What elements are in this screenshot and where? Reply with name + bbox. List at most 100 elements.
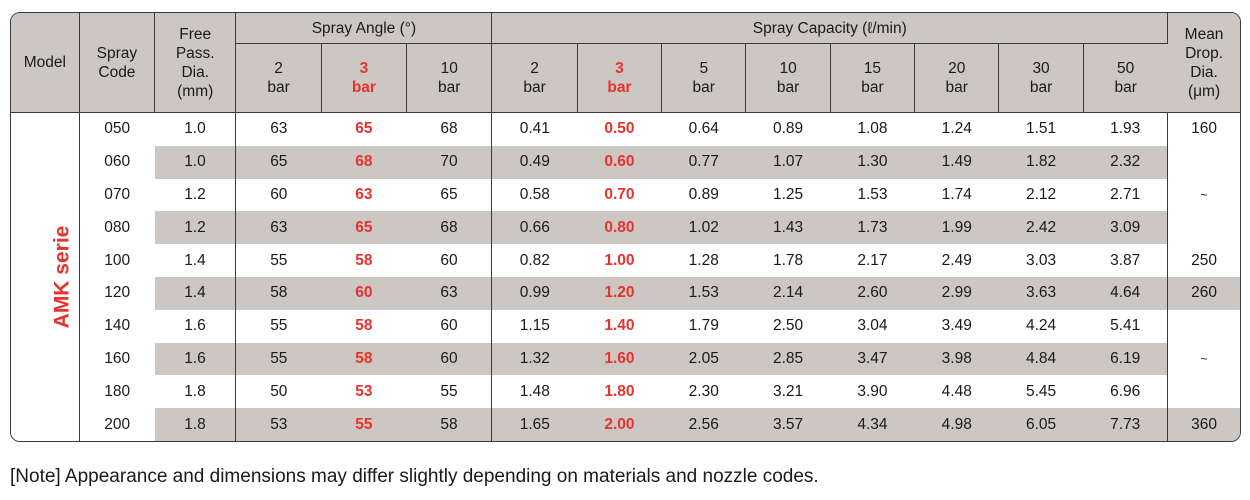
free-pass-cell: 1.4 [154, 244, 236, 277]
capacity-cell: 4.48 [914, 375, 999, 409]
table-header: Model Spray Code Free Pass. Dia. (mm) Sp… [11, 13, 1240, 113]
capacity-cell: 1.02 [661, 211, 746, 245]
free-pass-cell: 1.4 [154, 277, 236, 310]
spray-code-cell: 180 [79, 375, 155, 409]
free-pass-cell: 1.6 [154, 309, 236, 343]
capacity-cell: 3.90 [830, 375, 915, 409]
capacity-cell: 2.56 [661, 408, 746, 441]
capacity-cell: 7.73 [1083, 408, 1168, 441]
angle-cell: 63 [321, 178, 407, 212]
capacity-cell: 0.49 [491, 145, 578, 179]
capacity-cell: 2.12 [998, 178, 1084, 212]
spray-code-cell: 120 [79, 277, 155, 310]
angle-cell: 63 [235, 211, 322, 245]
spray-code-cell: 160 [79, 342, 155, 376]
capacity-cell: 3.87 [1083, 244, 1168, 277]
angle-cell: 65 [406, 178, 492, 212]
capacity-cell: 3.47 [830, 342, 915, 376]
series-label: AMK serie [50, 225, 74, 329]
header-capacity-pressure: 10 bar [745, 43, 831, 113]
spray-code-cell: 070 [79, 178, 155, 212]
angle-cell: 55 [406, 375, 492, 409]
capacity-cell: 0.64 [661, 112, 746, 146]
capacity-cell: 0.58 [491, 178, 578, 212]
table-row: 180 1.8 50 53 55 1.48 1.80 2.30 3.21 3.90 4.48 5.45… [11, 375, 1240, 409]
free-pass-cell: 1.6 [154, 342, 236, 376]
mean-drop-cell: 160 [1167, 112, 1240, 146]
angle-cell: 68 [321, 145, 407, 179]
capacity-cell: 3.09 [1083, 211, 1168, 245]
capacity-cell: 2.42 [998, 211, 1084, 245]
angle-cell: 65 [321, 211, 407, 245]
mean-drop-cell: ~ [1167, 309, 1240, 409]
footnote: [Note] Appearance and dimensions may dif… [10, 466, 819, 487]
angle-cell: 55 [235, 244, 322, 277]
header-capacity-pressure: 50 bar [1083, 43, 1168, 113]
capacity-cell: 4.84 [998, 342, 1084, 376]
table-row: 200 1.8 53 55 58 1.65 2.00 2.56 3.57 4.34 4.98 6.05… [11, 408, 1240, 441]
table-row: 100 1.4 55 58 60 0.82 1.00 1.28 1.78 2.17 2.49 3.03… [11, 244, 1240, 277]
header-angle-pressure: 3 bar [321, 43, 408, 113]
free-pass-cell: 1.2 [154, 211, 236, 245]
header-spray-code: Spray Code [79, 13, 156, 113]
capacity-cell: 2.00 [577, 408, 662, 441]
header-angle-pressure: 2 bar [235, 43, 322, 113]
capacity-cell: 3.98 [914, 342, 999, 376]
capacity-cell: 2.71 [1083, 178, 1168, 212]
capacity-cell: 1.25 [745, 178, 831, 212]
capacity-cell: 0.80 [577, 211, 662, 245]
capacity-cell: 3.63 [998, 277, 1084, 310]
capacity-cell: 4.64 [1083, 277, 1168, 310]
table-body: AMK serie 050 1.0 63 65 68 0.41 0.50 0.64 0.89 1.0… [11, 112, 1240, 441]
capacity-cell: 5.45 [998, 375, 1084, 409]
angle-cell: 60 [406, 342, 492, 376]
capacity-cell: 4.34 [830, 408, 915, 441]
capacity-cell: 5.41 [1083, 309, 1168, 343]
free-pass-cell: 1.8 [154, 408, 236, 441]
header-capacity-pressure: 2 bar [491, 43, 578, 113]
table-row: 120 1.4 58 60 63 0.99 1.20 1.53 2.14 2.60 2.99 3.63… [11, 277, 1240, 310]
spray-code-cell: 060 [79, 145, 155, 179]
capacity-cell: 1.43 [745, 211, 831, 245]
capacity-cell: 0.66 [491, 211, 578, 245]
capacity-cell: 1.53 [830, 178, 915, 212]
angle-cell: 58 [235, 277, 322, 310]
angle-cell: 53 [321, 375, 407, 409]
angle-cell: 50 [235, 375, 322, 409]
capacity-cell: 1.60 [577, 342, 662, 376]
capacity-cell: 2.05 [661, 342, 746, 376]
header-capacity-pressure: 15 bar [830, 43, 916, 113]
table-row: 060 1.0 65 68 70 0.49 0.60 0.77 1.07 1.30 1.49 1.82… [11, 145, 1240, 245]
header-spray-capacity: Spray Capacity (ℓ/min) [491, 13, 1169, 44]
table-row: AMK serie 050 1.0 63 65 68 0.41 0.50 0.64 0.89 1.0… [11, 112, 1240, 441]
capacity-cell: 0.89 [745, 112, 831, 146]
angle-cell: 55 [235, 309, 322, 343]
capacity-cell: 1.82 [998, 145, 1084, 179]
free-pass-cell: 1.2 [154, 178, 236, 212]
capacity-cell: 4.98 [914, 408, 999, 441]
capacity-cell: 6.19 [1083, 342, 1168, 376]
header-capacity-pressure: 3 bar [577, 43, 663, 113]
capacity-cell: 3.49 [914, 309, 999, 343]
capacity-cell: 2.14 [745, 277, 831, 310]
capacity-cell: 1.24 [914, 112, 999, 146]
angle-cell: 60 [321, 277, 407, 310]
angle-cell: 58 [321, 309, 407, 343]
capacity-cell: 0.82 [491, 244, 578, 277]
capacity-cell: 2.49 [914, 244, 999, 277]
angle-cell: 58 [321, 244, 407, 277]
capacity-cell: 1.32 [491, 342, 578, 376]
header-capacity-pressure: 5 bar [661, 43, 747, 113]
capacity-cell: 1.51 [998, 112, 1084, 146]
header-capacity-pressure: 20 bar [914, 43, 1000, 113]
capacity-cell: 4.24 [998, 309, 1084, 343]
angle-cell: 60 [406, 244, 492, 277]
nozzle-spec-table: Model Spray Code Free Pass. Dia. (mm) Sp… [11, 13, 1240, 441]
header-free-pass: Free Pass. Dia. (mm) [154, 13, 237, 113]
capacity-cell: 1.93 [1083, 112, 1168, 146]
angle-cell: 63 [235, 112, 322, 146]
capacity-cell: 3.57 [745, 408, 831, 441]
angle-cell: 55 [321, 408, 407, 441]
spray-code-cell: 140 [79, 309, 155, 343]
angle-cell: 53 [235, 408, 322, 441]
